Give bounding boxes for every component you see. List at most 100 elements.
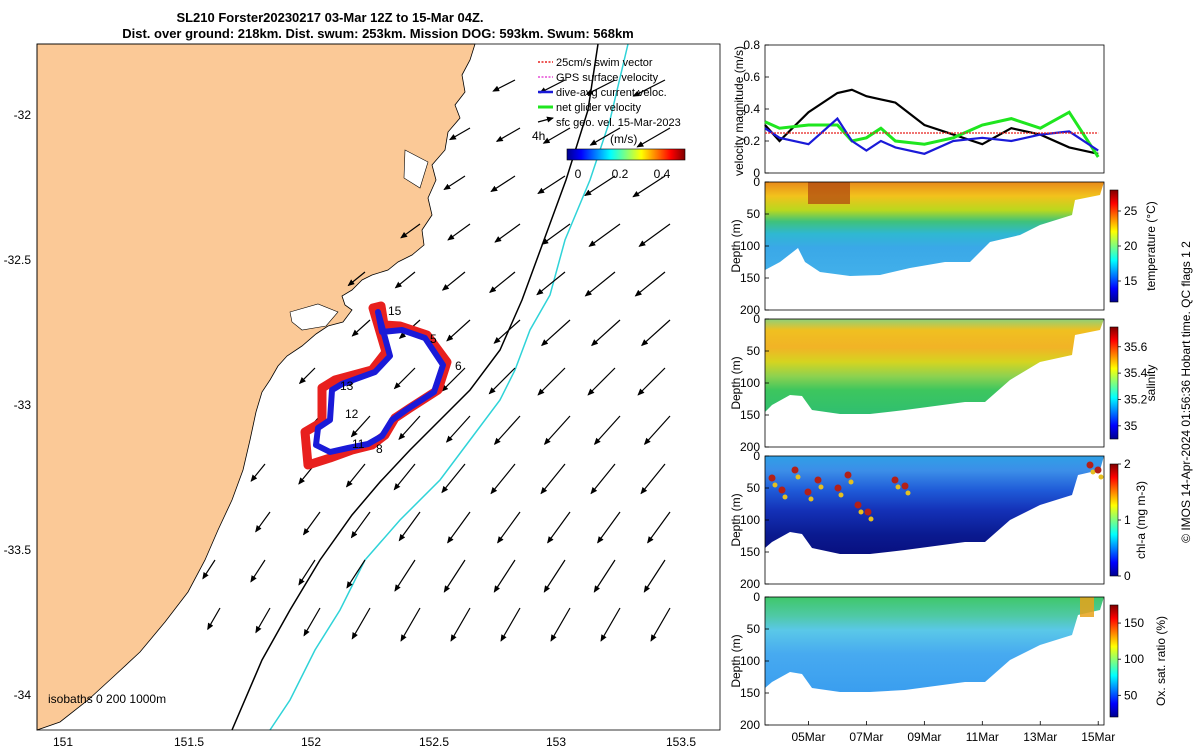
land-area <box>36 43 476 731</box>
surface-velocity-arrow <box>650 607 671 642</box>
chla-moderate-dot <box>848 479 854 485</box>
surface-velocity-arrow <box>345 463 366 488</box>
depth-tick-label: 150 <box>740 271 760 285</box>
map-y-tick--33: -33 <box>14 398 32 412</box>
colorbar-tick-label: 50 <box>1124 688 1138 702</box>
depth-tick-label: 0 <box>753 312 760 326</box>
colorbar-tick-label: 35 <box>1124 419 1138 433</box>
oxygen-section <box>765 597 1104 692</box>
velocity-y-tick-label: 0.4 <box>743 102 760 116</box>
velocity-y-ticks: 0 0.2 0.4 0.6 0.8 <box>743 38 769 180</box>
chla-moderate-dot <box>782 494 788 500</box>
colorbar-tick-label: 25 <box>1124 204 1138 218</box>
surface-velocity-arrow <box>493 319 521 344</box>
chla-moderate-dot <box>868 516 874 522</box>
surface-velocity-arrow <box>441 463 466 494</box>
surface-velocity-arrow <box>351 319 371 337</box>
surface-velocity-arrow <box>441 271 466 291</box>
speed-label: 4h <box>532 129 545 143</box>
surface-velocity-arrow <box>647 511 671 544</box>
depth-ticks: 0 50 100 150 200 Depth (m) 0 50 100 150 200 Depth (… <box>729 175 769 732</box>
surface-velocity-arrow <box>303 607 321 637</box>
colorbar-tick-label: 20 <box>1124 239 1138 253</box>
surface-velocity-arrow <box>538 79 566 94</box>
map-y-tick--32.5: -32.5 <box>4 253 32 267</box>
surface-velocity-arrow <box>543 415 571 445</box>
surface-velocity-arrow <box>540 463 566 495</box>
map-x-tick-153: 153 <box>546 735 566 749</box>
velocity-series-line <box>764 110 1100 158</box>
chla-peak-dot <box>901 482 909 490</box>
surface-velocity-arrow <box>394 559 416 592</box>
depth-tick-label: 0 <box>753 449 760 463</box>
surface-velocity-arrow <box>634 271 666 297</box>
time-tick-label: 07Mar <box>849 730 883 744</box>
chla-clabel: chl-a (mg m-3) <box>1134 481 1148 559</box>
colorbar-tick-label: 2 <box>1124 457 1131 471</box>
surface-velocity-arrow <box>298 367 316 385</box>
copyright-note: © IMOS 14-Apr-2024 01:56:36 Hobart time.… <box>1179 241 1193 543</box>
depth-tick-label: 100 <box>740 376 760 390</box>
oxygen-cbar-ticks: 150 100 50 <box>1118 616 1144 702</box>
chla-moderate-dot <box>795 474 801 480</box>
surface-velocity-arrow <box>589 127 621 146</box>
surface-velocity-arrow <box>443 559 466 593</box>
surface-velocity-arrow <box>350 415 371 438</box>
map-y-tick--33.5: -33.5 <box>4 543 32 557</box>
oxygen-colorbar <box>1109 604 1119 718</box>
legend-label-sfc: sfc geo. vel. 15-Mar-2023 <box>556 117 681 129</box>
surface-velocity-arrow <box>600 607 621 642</box>
velocity-series-line <box>764 116 1099 155</box>
chla-peaks <box>768 461 1104 522</box>
depth-axis-label: Depth (m) <box>729 219 743 272</box>
chla-peak-dot <box>768 474 776 482</box>
surface-velocity-arrow <box>641 319 671 347</box>
surface-velocity-arrow <box>255 607 271 634</box>
surface-velocity-arrow <box>394 271 416 289</box>
day-marker-13: 13 <box>340 379 354 393</box>
day-marker-6: 6 <box>455 359 462 373</box>
surface-velocity-arrow <box>584 271 616 297</box>
surface-velocity-arrow <box>346 559 366 589</box>
map-frame <box>36 43 721 731</box>
depth-tick-label: 0 <box>753 175 760 189</box>
surface-velocity-arrow <box>400 223 421 239</box>
time-tick-label: 13Mar <box>1023 730 1057 744</box>
surface-velocity-arrow <box>593 559 616 593</box>
surface-velocity-arrow <box>347 271 366 287</box>
chla-moderate-dot <box>838 492 844 498</box>
map-x-tick-152.5: 152.5 <box>419 735 449 749</box>
surface-velocity-arrow <box>637 367 666 396</box>
chla-peak-dot <box>1086 461 1094 469</box>
surface-velocity-arrow <box>298 559 316 586</box>
surface-velocity-arrow <box>638 223 671 247</box>
chla-moderate-dot <box>858 509 864 515</box>
velocity-y-tick-label: 0.2 <box>743 134 760 148</box>
surface-velocity-arrow <box>393 367 416 390</box>
temperature-panel: 25 20 15 temperature (°C) <box>764 181 1158 311</box>
surface-velocity-arrow <box>446 319 471 342</box>
legend-label-swim: 25cm/s swim vector <box>556 57 653 69</box>
surface-velocity-arrow <box>250 559 266 583</box>
chart-title: SL210 Forster20230217 03-Mar 12Z to 15-M… <box>176 10 483 25</box>
chla-peak-dot <box>891 476 899 484</box>
colorbar-tick-label: 15 <box>1124 274 1138 288</box>
map-x-tick-151.5: 151.5 <box>174 735 204 749</box>
surface-velocity-arrow <box>302 511 321 536</box>
depth-tick-label: 100 <box>740 654 760 668</box>
surface-velocity-arrow <box>447 223 471 241</box>
colorbar-tick-label: 35.6 <box>1124 340 1148 354</box>
black-arrow-icon <box>537 116 554 123</box>
legend-label-gps: GPS surface velocity <box>556 72 659 84</box>
glider-track: 15 5 6 13 12 11 8 <box>300 301 462 470</box>
surface-velocity-arrow <box>400 607 421 642</box>
colorbar-tick-label: 150 <box>1124 616 1144 630</box>
surface-velocity-arrow <box>449 127 471 141</box>
map-y-tick--32: -32 <box>14 108 32 122</box>
surface-velocity-arrow <box>585 79 616 95</box>
surface-velocity-arrow <box>632 79 666 97</box>
velocity-axes <box>764 44 1105 174</box>
depth-tick-label: 0 <box>753 590 760 604</box>
time-axis: 05Mar 07Mar 09Mar 11Mar 13Mar 15Mar <box>791 721 1115 744</box>
surface-velocity-arrow <box>351 607 371 640</box>
